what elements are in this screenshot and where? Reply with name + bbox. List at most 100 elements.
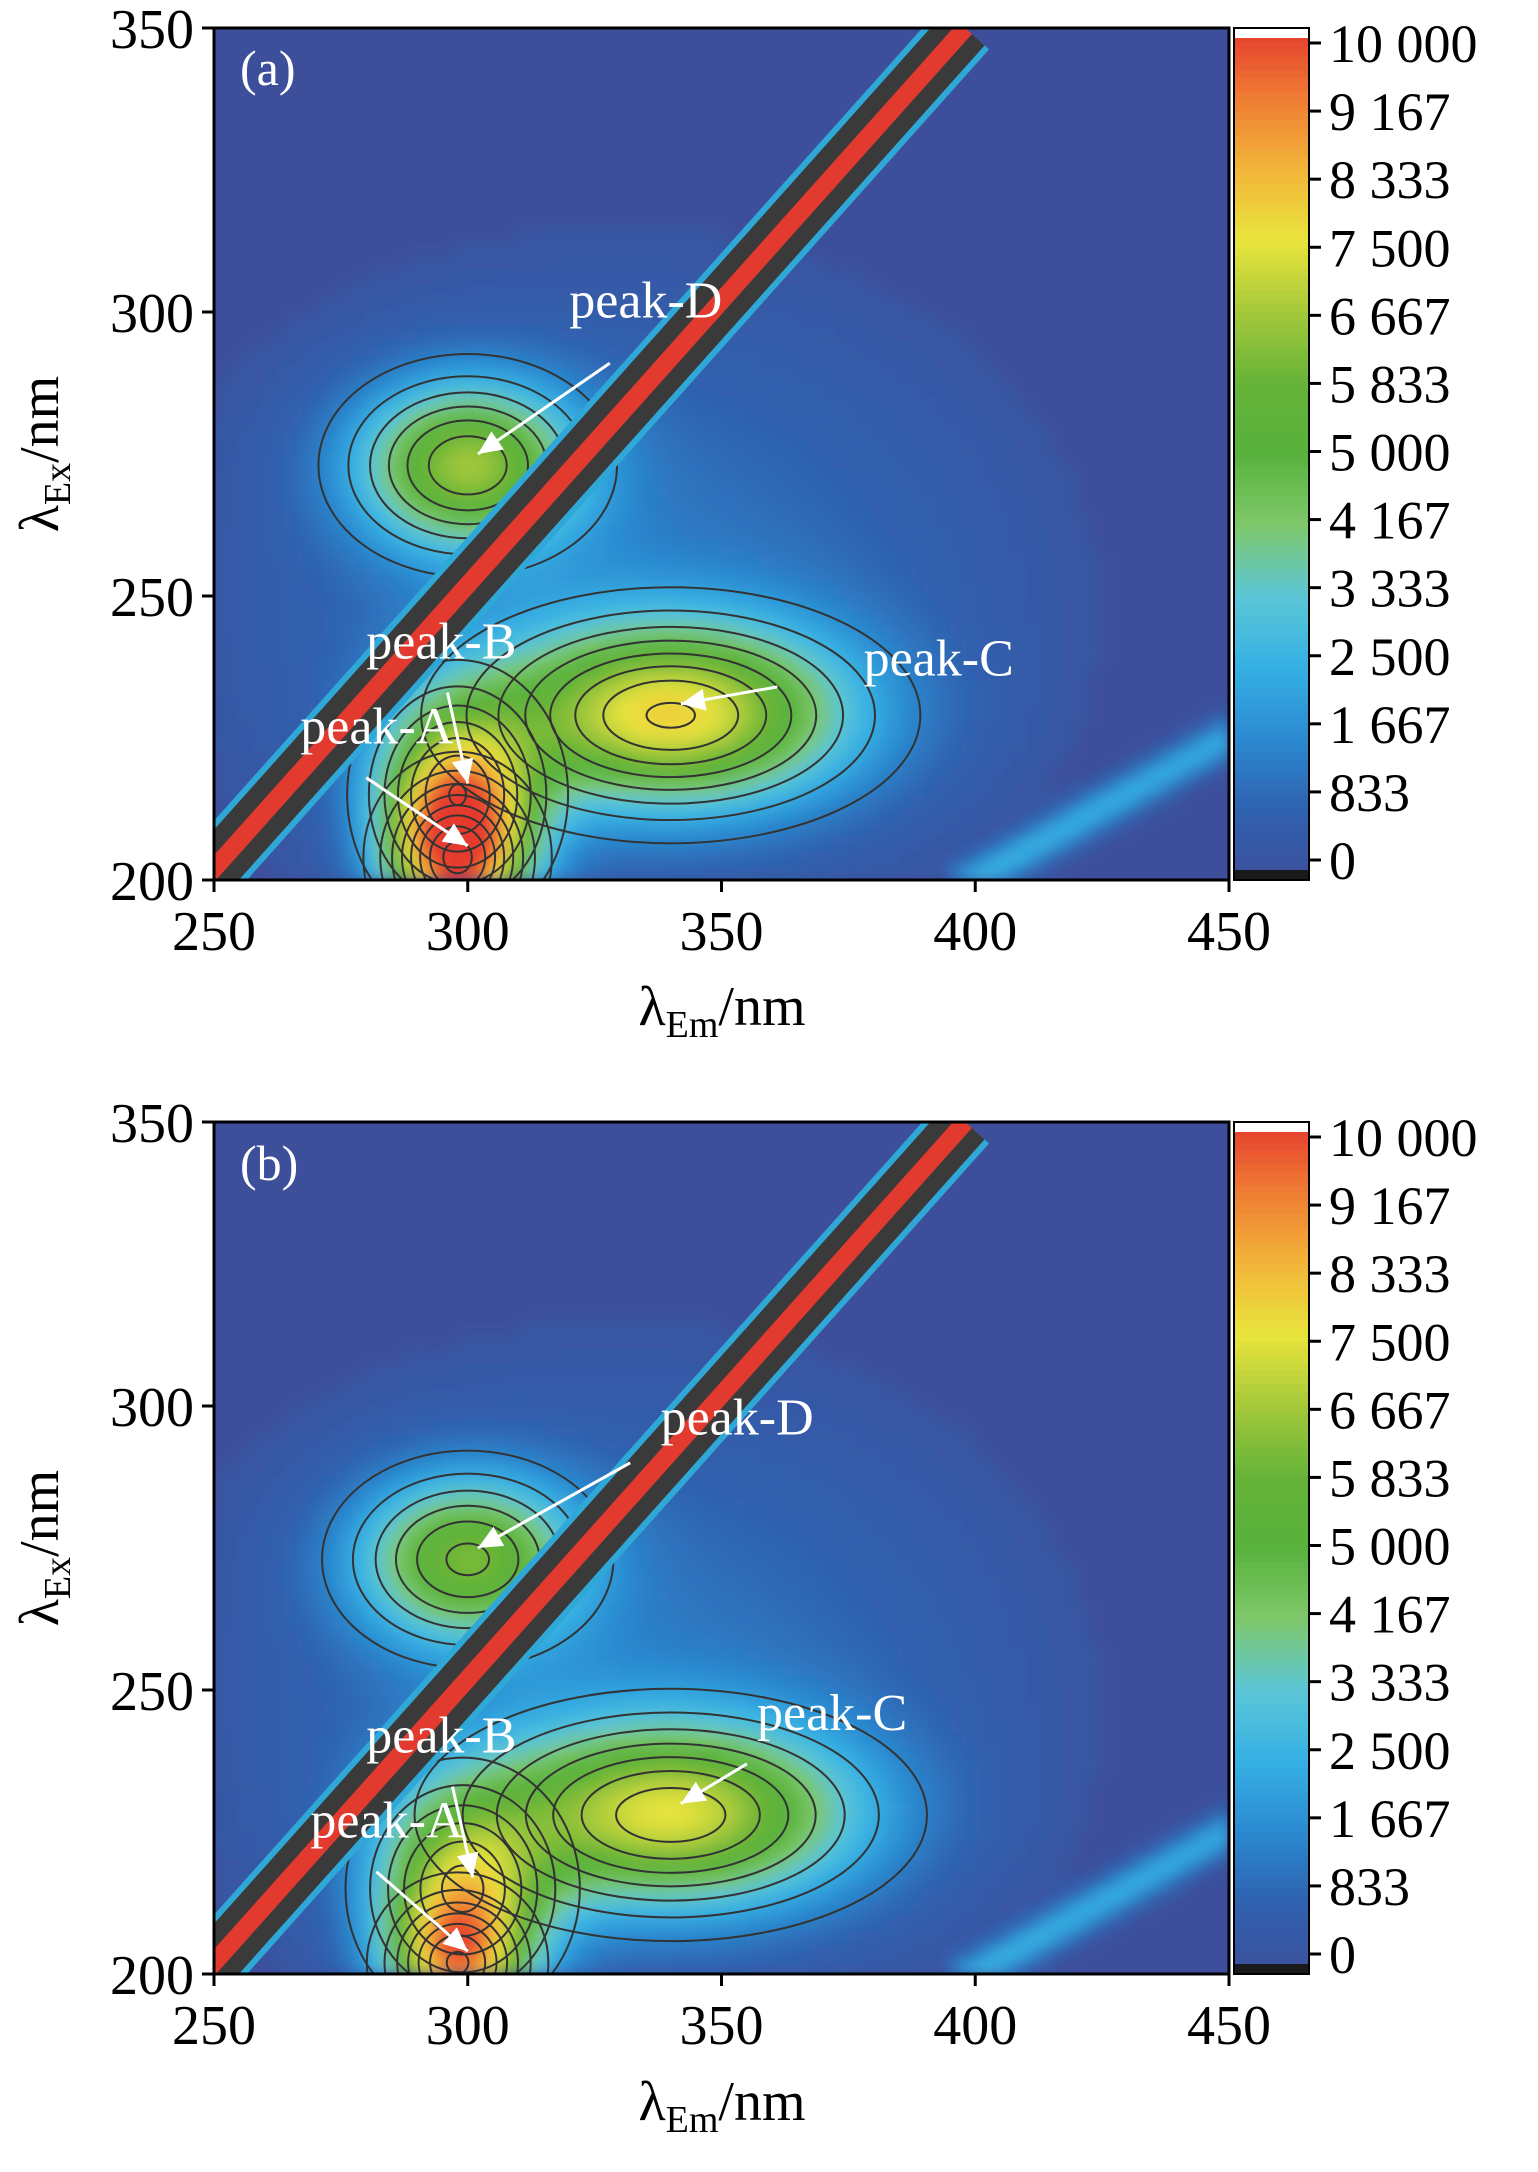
heat-cell bbox=[657, 1348, 672, 1364]
heat-cell bbox=[632, 524, 646, 540]
heat-cell bbox=[873, 496, 887, 512]
heat-cell bbox=[670, 467, 684, 483]
heat-cell bbox=[276, 1703, 291, 1719]
heat-cell bbox=[530, 808, 545, 824]
heat-cell bbox=[226, 737, 240, 753]
heat-cell bbox=[378, 1533, 393, 1549]
heat-cell bbox=[721, 425, 735, 441]
heat-cell bbox=[416, 283, 431, 299]
heat-cell bbox=[276, 1504, 291, 1521]
heat-cell bbox=[429, 283, 443, 299]
heat-cell bbox=[505, 623, 519, 640]
heat-cell bbox=[987, 694, 1002, 711]
heat-cell bbox=[949, 694, 964, 711]
heat-cell bbox=[924, 623, 938, 640]
heat-cell bbox=[467, 666, 481, 682]
heat-cell bbox=[695, 1859, 710, 1876]
heat-cell bbox=[759, 737, 773, 753]
heat-cell bbox=[226, 595, 240, 611]
heat-cell bbox=[1000, 396, 1014, 412]
heat-cell bbox=[746, 1448, 761, 1464]
heat-cell bbox=[873, 723, 887, 739]
heat-cell bbox=[505, 1462, 519, 1478]
heat-cell bbox=[594, 1831, 608, 1847]
heat-cell bbox=[454, 1348, 469, 1364]
heat-cell bbox=[365, 822, 380, 838]
heat-cell bbox=[226, 1604, 240, 1620]
heat-cell bbox=[543, 268, 558, 285]
heat-cell bbox=[378, 1618, 393, 1634]
heat-cell bbox=[416, 552, 431, 569]
heat-cell bbox=[353, 1405, 367, 1421]
heat-cell bbox=[327, 1689, 342, 1705]
heat-cell bbox=[847, 567, 862, 583]
heat-cell bbox=[911, 638, 925, 654]
heat-cell bbox=[340, 1618, 355, 1634]
heat-cell bbox=[657, 268, 672, 285]
peak-arrow bbox=[477, 361, 611, 456]
heat-cell bbox=[479, 1476, 494, 1492]
heat-cell bbox=[556, 723, 570, 739]
heat-cell bbox=[619, 1575, 634, 1592]
heat-cell bbox=[302, 1930, 316, 1947]
heat-cell bbox=[1038, 609, 1052, 625]
heat-cell bbox=[885, 794, 900, 810]
heat-cell bbox=[657, 1547, 672, 1563]
heat-cell bbox=[214, 1575, 228, 1592]
heat-cell bbox=[898, 780, 913, 796]
heat-cell bbox=[594, 524, 608, 540]
heat-cell bbox=[949, 382, 964, 398]
heat-cell bbox=[315, 325, 329, 341]
heat-cell bbox=[264, 339, 278, 356]
heat-cell bbox=[302, 1689, 316, 1705]
heat-cell bbox=[543, 325, 558, 341]
heat-cell bbox=[606, 1433, 621, 1450]
contour-line bbox=[602, 679, 740, 751]
heat-cell bbox=[581, 666, 596, 682]
heat-cell bbox=[797, 794, 811, 810]
heat-cell bbox=[568, 1362, 583, 1379]
heat-cell bbox=[911, 368, 925, 384]
heat-cell bbox=[429, 1590, 443, 1606]
heat-cell bbox=[353, 425, 367, 441]
heat-cell bbox=[353, 1419, 367, 1435]
heat-cell bbox=[606, 865, 621, 880]
heat-cell bbox=[949, 425, 964, 441]
heat-cell bbox=[949, 723, 964, 739]
heat-cell bbox=[657, 1533, 672, 1549]
heat-cell bbox=[492, 1391, 507, 1407]
heat-cell bbox=[467, 836, 481, 853]
heat-cell bbox=[987, 680, 1002, 696]
heat-cell bbox=[302, 1732, 316, 1748]
heat-cell bbox=[682, 1590, 697, 1606]
heat-cell bbox=[695, 453, 710, 469]
colorbar-segment bbox=[1234, 638, 1309, 646]
heat-cell bbox=[1076, 609, 1090, 625]
heat-cell bbox=[746, 1476, 761, 1492]
heat-cell bbox=[632, 638, 646, 654]
heat-cell bbox=[251, 1462, 266, 1478]
heat-cell bbox=[1076, 836, 1090, 853]
heat-cell bbox=[708, 1632, 722, 1648]
heat-cell bbox=[733, 567, 748, 583]
heat-cell bbox=[987, 751, 1002, 767]
heat-cell bbox=[784, 780, 799, 796]
heat-cell bbox=[568, 1959, 583, 1974]
heat-cell bbox=[454, 510, 469, 526]
heat-cell bbox=[1215, 709, 1229, 725]
heat-cell bbox=[1000, 822, 1014, 838]
heat-cell bbox=[632, 851, 646, 867]
colorbar-segment bbox=[1234, 759, 1309, 767]
heat-cell bbox=[429, 709, 443, 725]
heat-cell bbox=[632, 1575, 646, 1592]
heat-cell bbox=[340, 382, 355, 398]
heat-cell bbox=[708, 496, 722, 512]
colorbar-segment bbox=[1234, 396, 1309, 405]
heat-cell bbox=[1050, 694, 1065, 711]
heat-cell bbox=[492, 709, 507, 725]
heat-cell bbox=[1050, 680, 1065, 696]
heat-cell bbox=[670, 836, 684, 853]
heat-cell bbox=[682, 1533, 697, 1549]
heat-cell bbox=[518, 1504, 532, 1521]
